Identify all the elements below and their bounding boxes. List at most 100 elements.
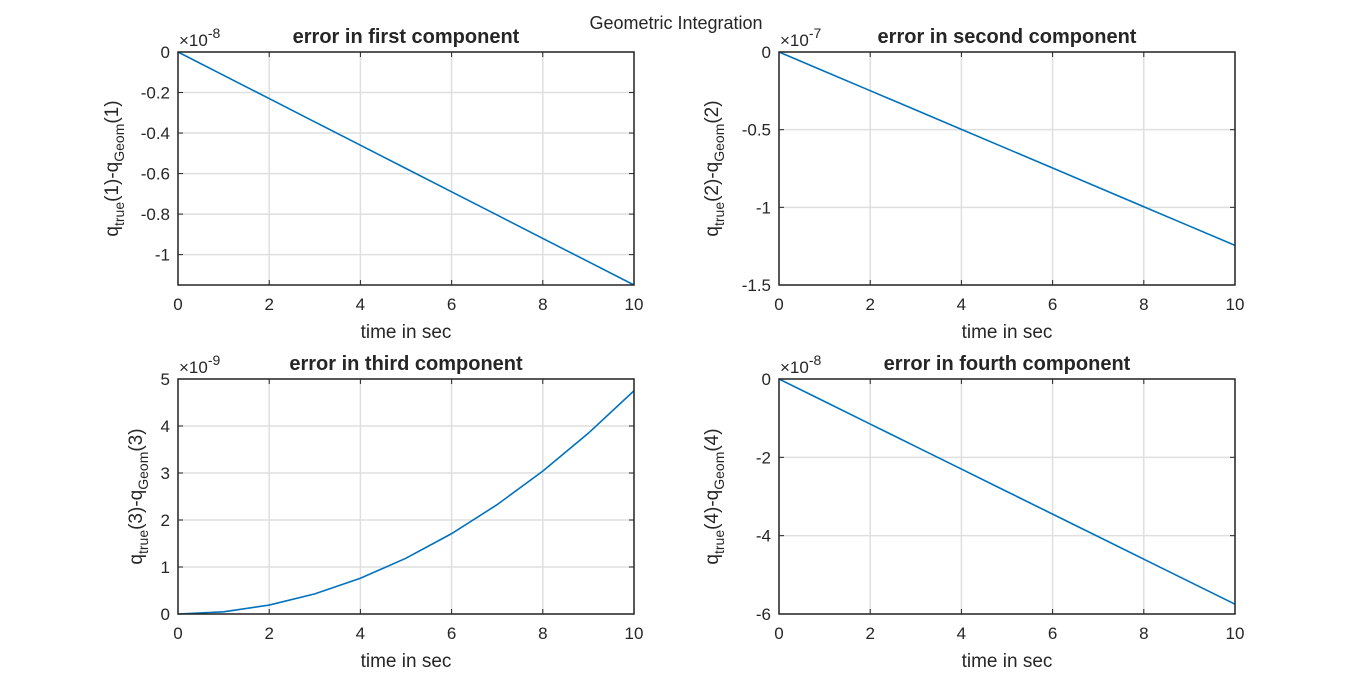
exponent-power: -7 (809, 25, 822, 41)
y-tick-label: -6 (756, 605, 771, 624)
subplot-title: error in first component (293, 26, 520, 48)
series-line (778, 378, 1236, 605)
y-tick-label: 0 (161, 43, 170, 62)
y-tick-label: -0.4 (141, 124, 170, 143)
x-tick-label: 2 (865, 624, 874, 643)
y-tick-label: -4 (756, 527, 771, 546)
y-tick-label: -1 (155, 246, 170, 265)
y-tick-label: 0 (762, 370, 771, 389)
subplot-second: 0 2 4 6 8 10 -1.5 -1 -0.5 0 error in second compon… (702, 25, 1244, 343)
y-axis-label-sub1: true (111, 202, 127, 226)
exponent-multiplier: ×10-9 (179, 352, 221, 377)
x-tick-label: 4 (957, 624, 966, 643)
y-tick-label: -0.2 (141, 84, 170, 103)
exponent-base: ×10 (179, 358, 208, 377)
axes-background (779, 379, 1235, 614)
y-tick-label: -0.5 (742, 121, 771, 140)
y-tick-label: -1 (756, 198, 771, 217)
y-axis-label-base: q (702, 226, 723, 237)
x-tick-label: 6 (1048, 624, 1057, 643)
y-axis-label-end: (3) (126, 428, 147, 451)
axes-background (779, 52, 1235, 285)
y-axis-label-sub2: Geom (711, 452, 727, 490)
x-tick-label: 4 (957, 295, 966, 314)
series-line (177, 390, 635, 615)
subplot-third: 0 2 4 6 8 10 0 1 2 3 4 5 error in third component ×10… (126, 352, 643, 672)
x-tick-label: 8 (1139, 295, 1148, 314)
x-tick-label: 8 (538, 295, 547, 314)
axes-box (177, 378, 635, 615)
x-tick-label: 6 (447, 624, 456, 643)
x-axis-label: time in sec (962, 322, 1053, 343)
y-axis-label-sub1: true (711, 530, 727, 554)
exponent-base: ×10 (780, 31, 809, 50)
y-tick-label: -1.5 (742, 276, 771, 295)
y-tick-label: 3 (161, 464, 170, 483)
x-tick-label: 6 (447, 295, 456, 314)
axes-box (778, 51, 1236, 286)
x-tick-label: 10 (1226, 295, 1245, 314)
y-tick-label: -0.8 (141, 205, 170, 224)
y-tick-label: 5 (161, 370, 170, 389)
x-tick-label: 8 (1139, 624, 1148, 643)
subplot-title: error in second component (878, 26, 1137, 48)
subplot-title: error in third component (289, 353, 523, 375)
axes-box (778, 378, 1236, 615)
x-tick-label: 6 (1048, 295, 1057, 314)
x-tick-label: 0 (774, 295, 783, 314)
x-tick-label: 2 (264, 295, 273, 314)
y-axis-label-sub2: Geom (111, 124, 127, 162)
y-tick-label: 0 (762, 43, 771, 62)
y-axis-label-base: q (126, 554, 147, 565)
y-axis-label-end: (4) (702, 428, 723, 451)
figure-suptitle: Geometric Integration (589, 13, 762, 33)
x-tick-label: 0 (173, 295, 182, 314)
y-axis-label-mid: (2)-q (702, 162, 723, 202)
axes-box (177, 51, 635, 286)
subplot-title: error in fourth component (884, 353, 1131, 375)
x-tick-label: 10 (625, 295, 644, 314)
y-axis-label: qtrue(1)-qGeom(1) (102, 100, 127, 236)
exponent-base: ×10 (179, 31, 208, 50)
x-axis-label: time in sec (361, 322, 452, 343)
y-tick-label: 1 (161, 558, 170, 577)
y-axis-label: qtrue(3)-qGeom(3) (126, 428, 151, 564)
exponent-power: -8 (809, 352, 822, 368)
x-tick-label: 4 (356, 624, 365, 643)
x-tick-label: 8 (538, 624, 547, 643)
exponent-power: -9 (208, 352, 221, 368)
subplot-fourth: 0 2 4 6 8 10 -6 -4 -2 0 error in fourth component ×… (702, 352, 1244, 672)
x-axis-label: time in sec (361, 651, 452, 672)
y-tick-label: 4 (161, 417, 170, 436)
y-axis-label-mid: (4)-q (702, 490, 723, 530)
y-axis-label-sub1: true (711, 202, 727, 226)
x-tick-label: 10 (625, 624, 644, 643)
y-tick-label: -0.6 (141, 165, 170, 184)
exponent-multiplier: ×10-8 (780, 352, 822, 377)
exponent-power: -8 (208, 25, 221, 41)
y-axis-label-sub2: Geom (711, 124, 727, 162)
subplot-first: 0 2 4 6 8 10 -1 -0.8 -0.6 -0.4 -0.2 0 error in first… (102, 25, 643, 343)
y-axis-label-end: (2) (702, 100, 723, 123)
y-axis-label-base: q (102, 226, 123, 237)
y-axis-label: qtrue(2)-qGeom(2) (702, 100, 727, 236)
exponent-multiplier: ×10-8 (179, 25, 221, 50)
x-tick-label: 2 (264, 624, 273, 643)
y-axis-label-base: q (702, 554, 723, 565)
x-tick-label: 10 (1226, 624, 1245, 643)
x-tick-label: 0 (774, 624, 783, 643)
y-axis-label-mid: (3)-q (126, 490, 147, 530)
y-axis-label-end: (1) (102, 100, 123, 123)
exponent-multiplier: ×10-7 (780, 25, 822, 50)
x-axis-label: time in sec (962, 651, 1053, 672)
x-tick-label: 0 (173, 624, 182, 643)
y-axis-label-mid: (1)-q (102, 162, 123, 202)
series-line (177, 51, 635, 286)
axes-background (178, 379, 634, 614)
y-axis-label-sub1: true (135, 530, 151, 554)
y-axis-label: qtrue(4)-qGeom(4) (702, 428, 727, 564)
y-tick-label: 2 (161, 511, 170, 530)
exponent-base: ×10 (780, 358, 809, 377)
x-tick-label: 2 (865, 295, 874, 314)
